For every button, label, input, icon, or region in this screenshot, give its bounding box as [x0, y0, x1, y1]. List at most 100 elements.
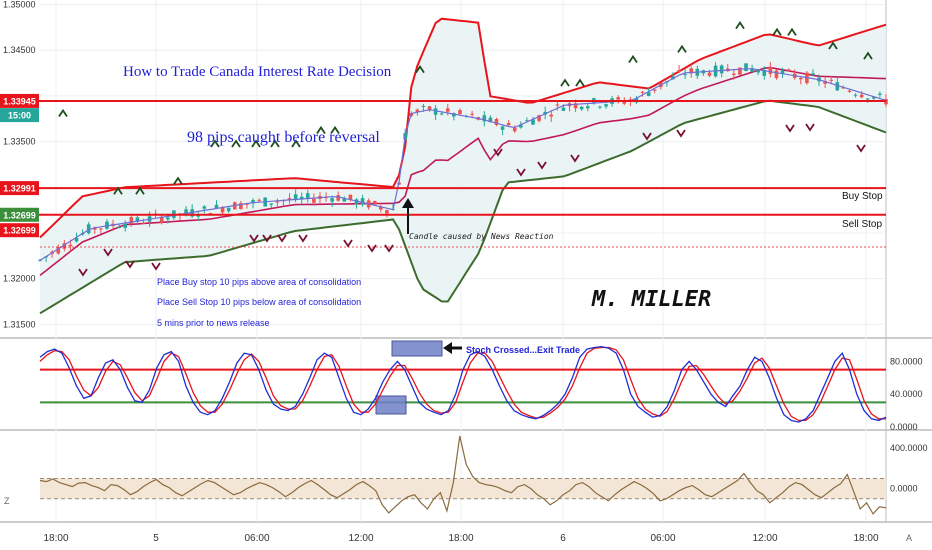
- candle-body: [202, 206, 207, 209]
- stoch-tick-label: 0.0000: [890, 422, 918, 432]
- candle-body: [853, 94, 858, 96]
- price-tag-box: [0, 181, 39, 196]
- price-tick-label: 1.35000: [3, 0, 36, 10]
- candle-body: [519, 124, 523, 128]
- cci-tick-label: 400.0000: [890, 443, 928, 453]
- candle-body: [537, 115, 541, 121]
- candle-body: [744, 63, 748, 72]
- candle-body: [421, 105, 426, 107]
- down-chevron-marker: [785, 124, 795, 133]
- candle-body: [732, 73, 736, 75]
- candle-body: [385, 210, 389, 214]
- price-tag-label: 1.32699: [3, 226, 36, 236]
- candle-body: [750, 68, 754, 72]
- up-chevron-marker: [251, 139, 261, 148]
- candle-body: [117, 226, 121, 228]
- candle-body: [561, 107, 566, 111]
- candle-body: [604, 104, 608, 107]
- down-chevron-marker: [676, 129, 686, 138]
- candle-body: [798, 77, 803, 80]
- down-chevron-marker: [343, 239, 353, 248]
- lower-band-line: [39, 99, 887, 315]
- up-chevron-marker: [330, 125, 340, 134]
- candle-body: [470, 113, 474, 115]
- time-tick-label: 06:00: [650, 533, 675, 544]
- candle-body: [275, 201, 280, 203]
- time-tick-label: 6: [560, 533, 566, 544]
- candle-body: [525, 120, 529, 122]
- up-chevron-marker: [135, 186, 145, 195]
- candle-body: [774, 70, 779, 79]
- down-chevron-marker: [384, 244, 394, 253]
- candle-body: [452, 113, 456, 117]
- time-tick-label: 18:00: [43, 533, 68, 544]
- price-tag-box: [0, 108, 39, 123]
- up-chevron-marker: [210, 139, 220, 148]
- price-tag-label: 1.32991: [3, 184, 36, 194]
- price-tick-label: 1.33500: [3, 137, 36, 147]
- time-tick-label: 18:00: [853, 533, 878, 544]
- candle-body: [707, 72, 712, 76]
- down-chevron-marker: [249, 234, 259, 243]
- candle-body: [878, 93, 882, 95]
- candle-body: [312, 198, 316, 203]
- candle-body: [415, 109, 420, 113]
- candle-body: [379, 206, 383, 210]
- candle-body: [348, 194, 353, 200]
- candle-body: [184, 209, 188, 214]
- candle-body: [549, 114, 554, 117]
- candle-body: [330, 198, 334, 202]
- price-tag-box: [0, 93, 39, 108]
- candle-body: [512, 127, 517, 132]
- candle-body: [555, 104, 560, 106]
- time-tick-label: 5: [153, 533, 159, 544]
- candle-body: [786, 69, 791, 71]
- candle-body: [305, 193, 310, 199]
- up-chevron-marker: [231, 139, 241, 148]
- middle-band-line: [39, 66, 887, 277]
- candle-body: [214, 204, 219, 209]
- down-chevron-marker: [78, 268, 88, 277]
- time-tick-label: 12:00: [348, 533, 373, 544]
- down-chevron-marker: [125, 260, 135, 269]
- candle-body: [500, 126, 505, 130]
- candle-body: [829, 79, 834, 81]
- up-chevron-marker: [787, 27, 797, 36]
- down-chevron-marker: [516, 168, 526, 177]
- candle-body: [756, 70, 760, 73]
- candle-body: [86, 224, 91, 234]
- stoch-d-line: [39, 346, 886, 422]
- down-chevron-marker: [537, 161, 547, 170]
- price-tick-label: 1.32000: [3, 274, 36, 284]
- zoom-icon: Z: [4, 496, 10, 506]
- candle-note: Candle caused by News Reaction: [409, 232, 554, 241]
- candle-body: [105, 221, 109, 229]
- price-tick-label: 1.34500: [3, 45, 36, 55]
- price-tag-label: 15:00: [8, 111, 31, 121]
- candle-body: [616, 97, 621, 100]
- chart-title: How to Trade Canada Interest Rate Decisi…: [123, 64, 392, 80]
- down-chevron-marker: [856, 144, 866, 153]
- up-chevron-marker: [113, 186, 123, 195]
- up-chevron-marker: [270, 139, 280, 148]
- candle-body: [74, 237, 79, 242]
- candle-body: [293, 194, 298, 200]
- down-chevron-marker: [570, 154, 580, 163]
- candle-body: [245, 203, 249, 205]
- candle-body: [738, 67, 742, 75]
- up-chevron-marker: [863, 51, 873, 60]
- candle-body: [598, 106, 602, 108]
- candle-body: [257, 199, 261, 201]
- candle-body: [159, 216, 164, 223]
- candle-body: [482, 115, 487, 122]
- candle-body: [99, 228, 103, 230]
- price-tag-label: 1.33945: [3, 96, 36, 106]
- candle-body: [433, 108, 438, 115]
- candle-body: [865, 98, 870, 100]
- time-tick-label: 18:00: [448, 533, 473, 544]
- candle-body: [439, 113, 444, 115]
- candle-body: [354, 199, 359, 205]
- auto-scale-icon: A: [906, 533, 912, 543]
- candle-body: [287, 198, 292, 200]
